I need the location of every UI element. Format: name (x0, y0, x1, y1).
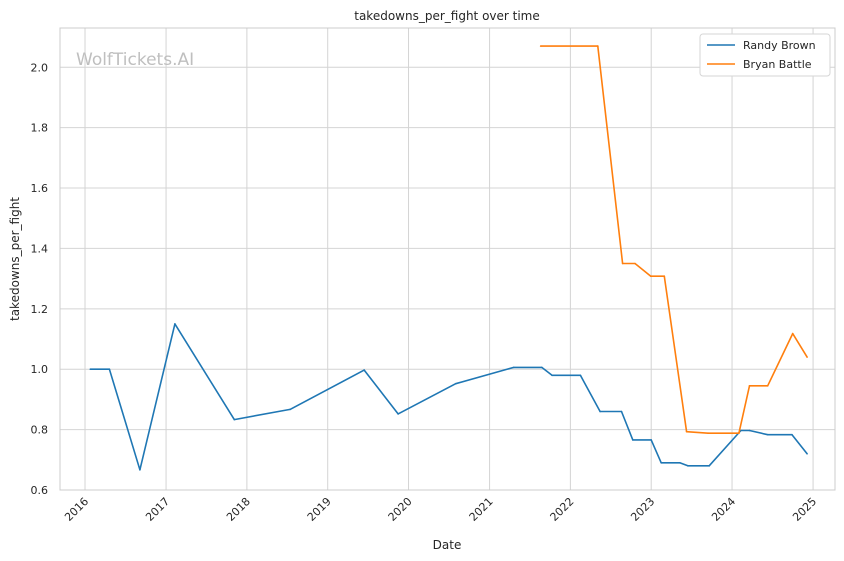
data-point-bryan-battle (791, 332, 794, 335)
y-tick-label: 1.8 (31, 122, 49, 135)
x-tick-label: 2024 (709, 495, 738, 524)
data-point-bryan-battle (806, 356, 808, 358)
x-tick-label: 2017 (143, 495, 172, 524)
x-tick-label: 2023 (628, 495, 657, 524)
data-point-randy-brown (766, 433, 769, 436)
chart-title: takedowns_per_fight over time (354, 9, 540, 23)
data-point-bryan-battle (748, 385, 751, 387)
data-point-randy-brown (748, 429, 751, 432)
data-point-randy-brown (541, 366, 543, 369)
plot-frame (59, 27, 836, 491)
data-point-randy-brown (579, 374, 582, 377)
data-point-randy-brown (660, 462, 662, 464)
data-point-randy-brown (740, 429, 742, 432)
data-point-randy-brown (551, 374, 553, 377)
data-point-randy-brown (791, 433, 793, 436)
legend: Randy Brown Bryan Battle (699, 33, 831, 77)
data-point-randy-brown (650, 439, 652, 441)
y-tick-label: 2.0 (31, 61, 49, 74)
data-point-bryan-battle (634, 262, 636, 265)
x-tick-label: 2022 (548, 495, 577, 524)
data-point-randy-brown (454, 382, 457, 385)
data-point-randy-brown (806, 453, 808, 455)
data-point-bryan-battle (738, 432, 740, 435)
data-point-randy-brown (679, 462, 681, 464)
data-point-randy-brown (289, 408, 291, 411)
watermark: WolfTickets.AI (76, 50, 194, 70)
data-point-randy-brown (599, 410, 601, 413)
data-point-randy-brown (708, 465, 710, 467)
data-point-bryan-battle (539, 45, 542, 47)
data-point-randy-brown (89, 368, 92, 371)
legend-label-randy-brown: Randy Brown (743, 39, 816, 52)
y-tick-label: 1.2 (31, 303, 49, 316)
data-point-randy-brown (363, 369, 366, 371)
data-point-randy-brown (233, 418, 236, 421)
data-point-randy-brown (512, 366, 515, 369)
data-point-bryan-battle (685, 430, 688, 433)
x-tick-label: 2020 (386, 495, 415, 524)
data-point-randy-brown (139, 469, 141, 471)
y-axis-label: takedowns_per_fight (8, 197, 22, 321)
data-point-bryan-battle (663, 275, 666, 278)
data-point-bryan-battle (621, 262, 624, 265)
data-point-randy-brown (620, 410, 623, 413)
data-point-bryan-battle (650, 275, 652, 278)
y-tick-label: 1.0 (31, 363, 49, 376)
x-tick-label: 2018 (224, 495, 253, 524)
data-point-bryan-battle (597, 45, 599, 47)
data-point-randy-brown (687, 465, 689, 467)
data-point-randy-brown (632, 439, 634, 441)
x-tick-label: 2025 (790, 495, 819, 524)
legend-label-bryan-battle: Bryan Battle (743, 58, 812, 71)
y-tick-label: 1.4 (31, 242, 49, 255)
data-point-randy-brown (108, 368, 111, 371)
series-line-randy-brown (90, 323, 808, 471)
data-point-bryan-battle (707, 432, 709, 435)
data-point-bryan-battle (766, 385, 769, 387)
x-tick-label: 2019 (305, 495, 334, 524)
x-axis-label: Date (433, 538, 462, 552)
plot-background (60, 28, 835, 490)
y-tick-label: 0.8 (31, 424, 49, 437)
y-tick-label: 1.6 (31, 182, 49, 195)
data-point-randy-brown (397, 413, 399, 415)
x-tick-label: 2016 (62, 495, 91, 524)
series-layer (89, 45, 808, 471)
data-point-randy-brown (174, 323, 176, 325)
y-tick-label: 0.6 (31, 484, 49, 497)
x-tick-label: 2021 (467, 495, 496, 524)
